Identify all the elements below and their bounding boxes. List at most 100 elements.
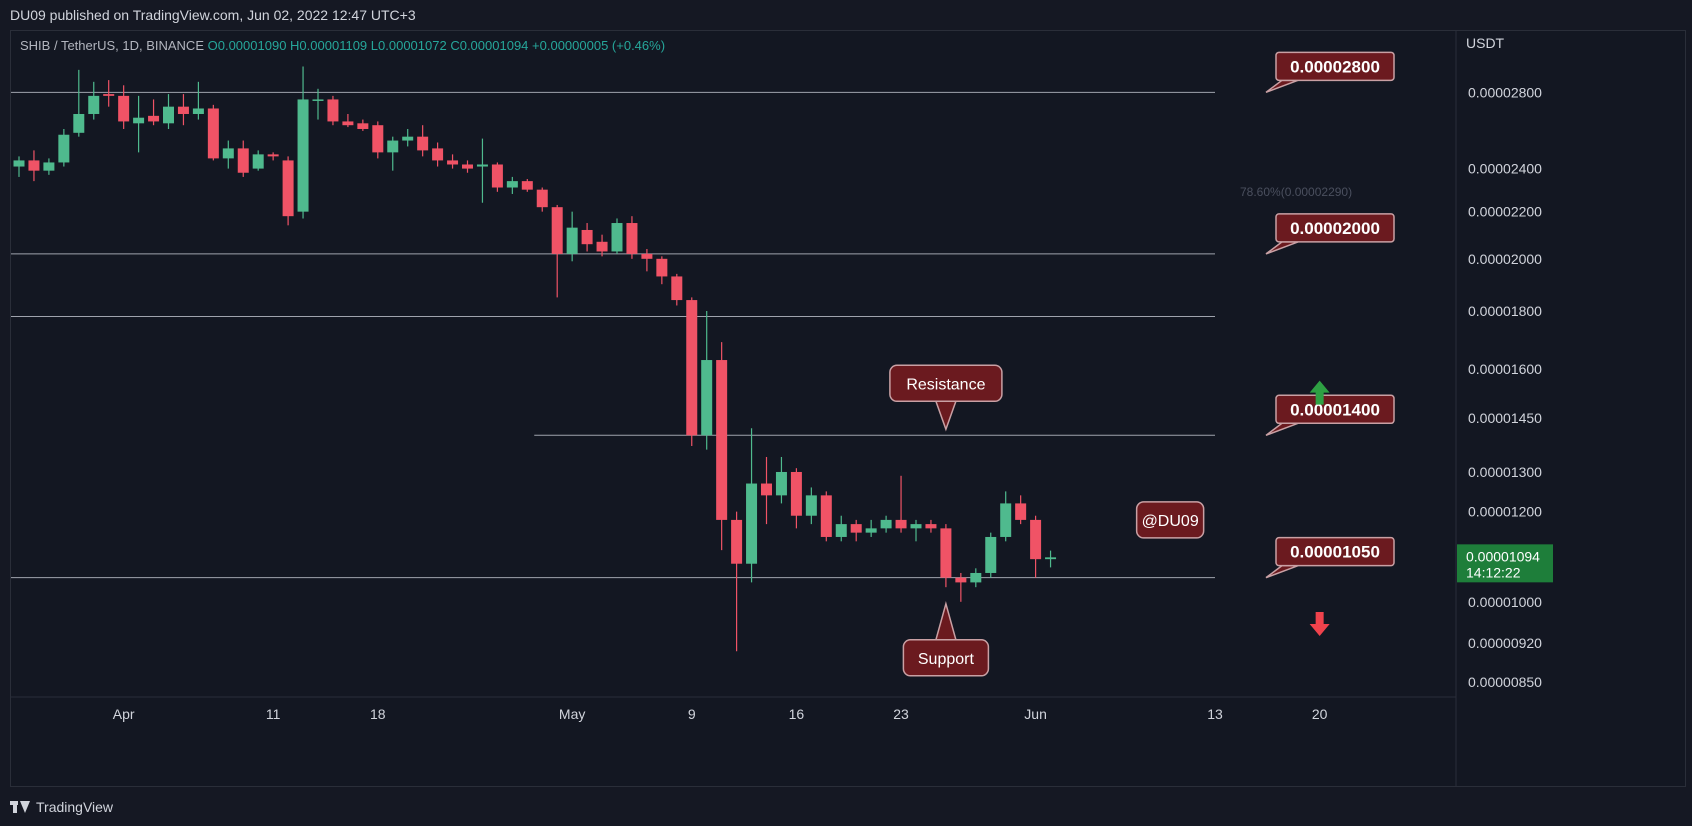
publish-text: DU09 published on TradingView.com, Jun 0… bbox=[10, 7, 416, 23]
y-tick-label: 0.00001800 bbox=[1468, 303, 1542, 319]
legend-open: O0.00001090 bbox=[207, 38, 287, 53]
candle-body bbox=[865, 528, 877, 533]
y-tick-label: 0.00001450 bbox=[1468, 410, 1542, 426]
candle-body bbox=[566, 227, 578, 254]
last-price-tag bbox=[1457, 544, 1553, 583]
legend-change: +0.00000005 (+0.46%) bbox=[532, 38, 666, 53]
candle-body bbox=[43, 162, 55, 171]
callout-pointer bbox=[1265, 422, 1299, 437]
candle-body bbox=[940, 528, 952, 578]
candle-body bbox=[1000, 503, 1012, 537]
candle-body bbox=[28, 160, 40, 171]
y-tick-label: 0.00001200 bbox=[1468, 504, 1542, 520]
price-callout bbox=[1275, 536, 1395, 567]
candle-body bbox=[118, 95, 130, 122]
x-tick-label: 20 bbox=[1312, 706, 1328, 722]
callout-pointer bbox=[1265, 79, 1299, 94]
candle-body bbox=[327, 99, 339, 122]
candle-body bbox=[581, 229, 593, 245]
candle-body bbox=[462, 164, 473, 169]
legend-high: H0.00001109 bbox=[290, 38, 368, 53]
y-tick-label: 0.00002200 bbox=[1468, 204, 1542, 220]
legend-symbol: SHIB / TetherUS, 1D, BINANCE bbox=[20, 38, 204, 53]
candle-body bbox=[880, 519, 892, 529]
candle-body bbox=[476, 164, 488, 167]
candle-body bbox=[387, 140, 399, 153]
candle-body bbox=[402, 136, 414, 141]
footer-brand[interactable]: TradingView bbox=[36, 799, 114, 815]
candle-body bbox=[417, 136, 429, 151]
price-callout bbox=[1275, 213, 1395, 243]
candle-body bbox=[746, 483, 758, 564]
candle-body bbox=[506, 181, 518, 188]
y-axis-unit: USDT bbox=[1466, 35, 1505, 51]
tradingview-logo-icon bbox=[10, 801, 30, 813]
annotation-box bbox=[902, 639, 990, 677]
candle-body bbox=[895, 519, 907, 529]
candle-body bbox=[731, 519, 743, 564]
candle-body bbox=[491, 164, 503, 188]
candle-body bbox=[88, 95, 100, 114]
candle-body bbox=[1015, 503, 1027, 520]
candle-body bbox=[237, 148, 249, 173]
candle-body bbox=[252, 154, 264, 169]
annotation-label: Resistance bbox=[906, 376, 985, 393]
x-tick-label: 18 bbox=[370, 706, 386, 722]
candle-body bbox=[805, 495, 817, 516]
price-callout-label: 0.00001400 bbox=[1290, 400, 1380, 419]
legend-low: L0.00001072 bbox=[370, 38, 447, 53]
candle-body bbox=[177, 106, 189, 114]
candle-body bbox=[910, 524, 922, 529]
candle-body bbox=[297, 99, 309, 212]
price-callout-label: 0.00002000 bbox=[1290, 219, 1380, 238]
annotation-box bbox=[1135, 501, 1205, 539]
candle-body bbox=[267, 154, 279, 157]
candle-body bbox=[985, 536, 997, 573]
candle-body bbox=[551, 207, 563, 254]
candles-group bbox=[13, 66, 1057, 652]
annotation-label: @DU09 bbox=[1142, 513, 1199, 530]
price-callout bbox=[1275, 394, 1395, 425]
candle-body bbox=[222, 148, 234, 159]
candle-body bbox=[641, 253, 653, 259]
candle-body bbox=[163, 106, 174, 124]
legend-close: C0.00001094 bbox=[450, 38, 529, 53]
price-callout bbox=[1275, 51, 1395, 82]
callout-pointer bbox=[1265, 241, 1299, 255]
x-tick-label: May bbox=[559, 706, 585, 722]
candle-body bbox=[790, 471, 802, 516]
y-tick-label: 0.00002000 bbox=[1468, 251, 1542, 267]
chart-panel[interactable] bbox=[10, 30, 1686, 787]
candle-body bbox=[716, 360, 728, 520]
y-tick-label: 0.00002400 bbox=[1468, 161, 1542, 177]
candle-body bbox=[432, 148, 444, 161]
y-tick-label: 0.00000850 bbox=[1468, 674, 1542, 690]
callout-pointer bbox=[1265, 564, 1299, 579]
y-tick-label: 0.00001000 bbox=[1468, 594, 1542, 610]
last-price-value: 0.00001094 bbox=[1466, 548, 1540, 564]
annotation-box bbox=[889, 364, 1003, 403]
candle-body bbox=[970, 572, 982, 583]
x-tick-label: 13 bbox=[1207, 706, 1223, 722]
publish-header: DU09 published on TradingView.com, Jun 0… bbox=[0, 0, 1692, 30]
candle-body bbox=[342, 121, 354, 126]
candle-body bbox=[686, 300, 698, 436]
candle-body bbox=[447, 160, 459, 165]
footer: TradingView bbox=[10, 794, 113, 820]
candle-body bbox=[133, 117, 145, 124]
candle-body bbox=[671, 276, 683, 301]
symbol-legend: SHIB / TetherUS, 1D, BINANCE O0.00001090… bbox=[20, 38, 665, 53]
candle-body bbox=[372, 125, 384, 153]
x-tick-label: Apr bbox=[113, 706, 135, 722]
annotation-label: Support bbox=[918, 651, 975, 668]
candle-body bbox=[835, 524, 847, 537]
price-callout-label: 0.00001050 bbox=[1290, 543, 1380, 562]
annotation-pointer bbox=[934, 600, 957, 641]
x-tick-label: 11 bbox=[266, 706, 281, 722]
candle-body bbox=[103, 94, 115, 96]
candle-body bbox=[521, 181, 533, 190]
price-callout-label: 0.00002800 bbox=[1290, 57, 1380, 76]
candle-body bbox=[192, 108, 204, 114]
candle-body bbox=[611, 223, 623, 252]
